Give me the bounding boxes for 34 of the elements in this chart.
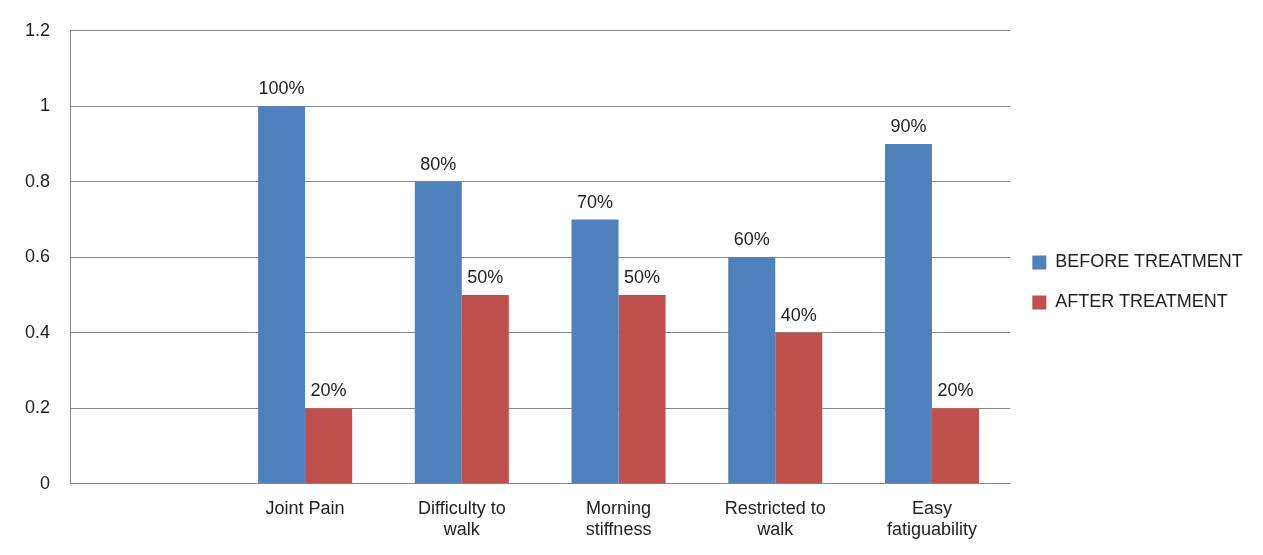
- x-tick-label: Joint Pain: [265, 497, 345, 518]
- x-tick-label: Morning stiffness: [585, 497, 652, 540]
- bar: [461, 295, 509, 484]
- y-tick-label: 0.2: [24, 397, 51, 418]
- x-tick-label: Difficulty to walk: [417, 497, 506, 540]
- data-label: 20%: [937, 380, 974, 401]
- x-tick-label: Easy fatiguability: [886, 497, 977, 540]
- data-label: 60%: [733, 229, 770, 250]
- bar: [414, 181, 462, 484]
- y-tick-label: 1: [40, 95, 51, 116]
- bar: [571, 219, 619, 484]
- bar: [728, 257, 776, 484]
- y-tick-label: 0.8: [24, 170, 51, 191]
- legend-label: AFTER TREATMENT: [1055, 291, 1228, 312]
- legend-label: BEFORE TREATMENT: [1055, 251, 1243, 272]
- data-label: 50%: [467, 267, 504, 288]
- bar: [618, 295, 666, 484]
- data-label: 40%: [780, 304, 817, 325]
- bar: [305, 408, 353, 484]
- data-label: 90%: [890, 116, 927, 137]
- data-label: 80%: [420, 153, 457, 174]
- data-label: 20%: [310, 380, 347, 401]
- bar: [775, 332, 823, 484]
- data-label: 50%: [624, 267, 661, 288]
- data-label: 100%: [258, 78, 305, 99]
- bar: [884, 144, 932, 484]
- data-label: 70%: [577, 191, 614, 212]
- y-tick-label: 0.4: [24, 321, 51, 342]
- bar: [931, 408, 979, 484]
- y-tick-label: 0: [40, 472, 51, 493]
- bar: [258, 106, 306, 484]
- x-tick-label: Restricted to walk: [724, 497, 826, 540]
- y-tick-label: 0.6: [24, 246, 51, 267]
- y-tick-label: 1.2: [24, 19, 51, 40]
